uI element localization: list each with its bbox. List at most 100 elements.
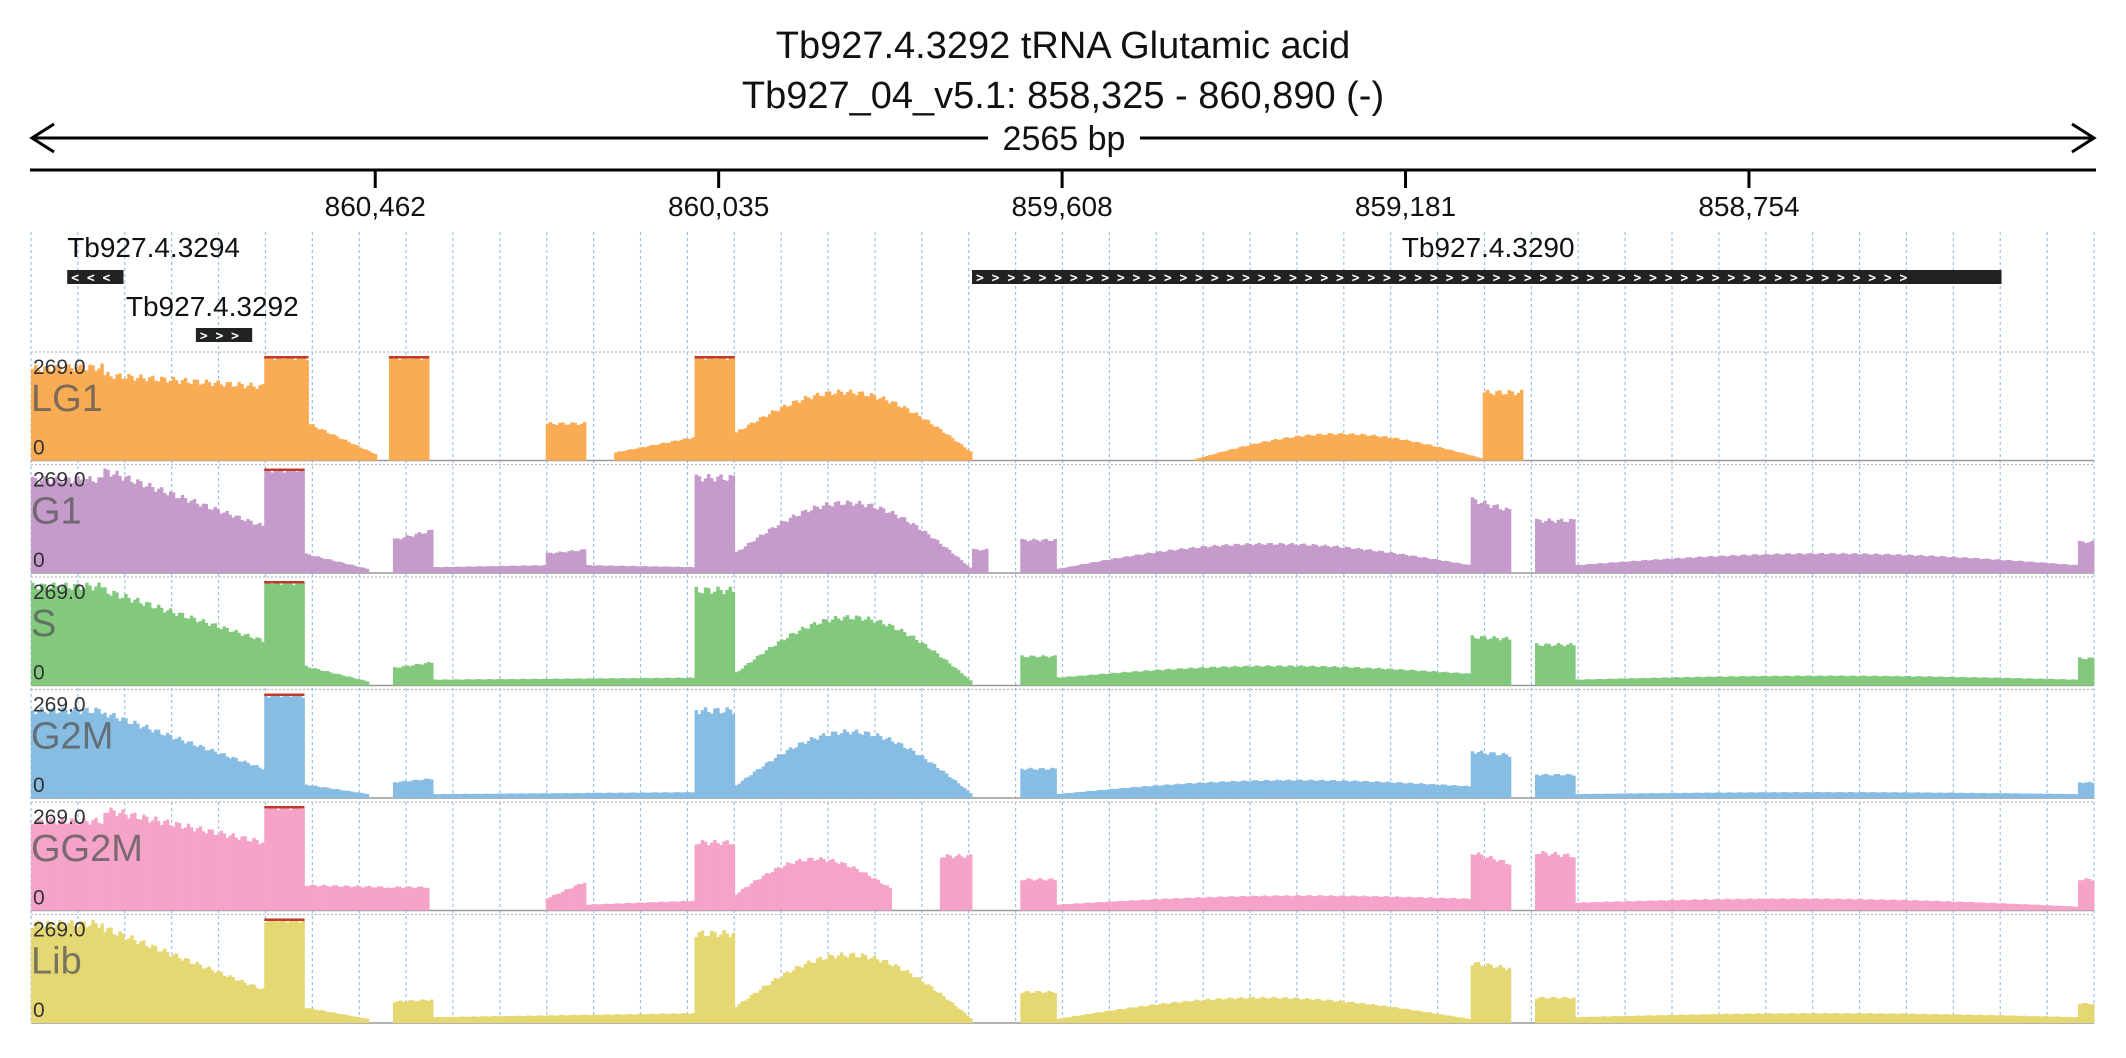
coverage-bar: [195, 503, 200, 573]
coverage-bar: [484, 793, 488, 798]
coverage-bar: [231, 631, 235, 686]
coverage-bar: [1458, 898, 1463, 911]
coverage-bar: [1437, 785, 1442, 798]
coverage-bar: [1257, 665, 1261, 686]
coverage-bar: [1937, 676, 1941, 686]
coverage-bar: [682, 1013, 686, 1023]
gene-model: [67, 270, 124, 284]
coverage-bar: [1293, 666, 1297, 686]
coverage-bar: [439, 679, 443, 686]
coverage-bar: [628, 678, 632, 686]
coverage-bar: [1359, 896, 1364, 911]
coverage-bar: [463, 793, 467, 798]
coverage-bar: [929, 650, 934, 686]
coverage-bar: [1826, 675, 1830, 686]
coverage-bar: [1092, 674, 1096, 686]
coverage-bar: [1544, 520, 1548, 573]
coverage-bar: [88, 712, 92, 798]
coverage-bar: [1997, 1015, 2001, 1023]
coverage-bar: [1670, 1014, 1675, 1023]
coverage-bar: [667, 442, 672, 461]
coverage-bar: [1647, 793, 1651, 798]
coverage-bar: [109, 927, 113, 1023]
coverage-bar: [2081, 1003, 2085, 1023]
coverage-bar: [350, 1016, 354, 1023]
coverage-bar: [706, 711, 711, 798]
coverage-bar: [532, 678, 536, 686]
coverage-bar: [1425, 1011, 1430, 1023]
coverage-bar: [1248, 997, 1252, 1023]
coverage-bar: [833, 731, 838, 798]
coverage-bar: [1790, 1012, 1795, 1023]
coverage-bar: [2081, 880, 2085, 911]
coverage-bar: [91, 481, 95, 573]
coverage-bar: [1994, 793, 1998, 798]
coverage-bar: [469, 1016, 473, 1023]
coverage-bar: [1476, 504, 1481, 573]
coverage-bar: [1413, 670, 1418, 686]
coverage-bar: [1287, 779, 1291, 798]
coverage-bar: [1946, 557, 1950, 573]
coverage-bar: [1479, 965, 1484, 1023]
coverage-bar: [1832, 1013, 1836, 1023]
coverage-bar: [1559, 997, 1564, 1023]
coverage-bar: [1877, 554, 1881, 573]
coverage-bar: [1919, 1014, 1923, 1023]
coverage-bar: [1062, 793, 1066, 798]
coverage-bar: [313, 785, 318, 798]
coverage-bar: [340, 886, 345, 911]
coverage-bar: [94, 370, 98, 461]
coverage-bar: [1602, 793, 1606, 798]
coverage-bar: [1495, 967, 1499, 1023]
coverage-bar: [1608, 562, 1612, 573]
coverage-bar: [100, 823, 104, 911]
coverage-bar: [827, 736, 832, 798]
coverage-bar: [1565, 853, 1570, 911]
coverage-bar: [1077, 1015, 1081, 1023]
coverage-bar: [292, 806, 296, 911]
coverage-bar: [1718, 792, 1723, 798]
coverage-bar: [445, 1017, 449, 1023]
coverage-bar: [439, 1016, 443, 1023]
coverage-bar: [347, 790, 351, 798]
coverage-bar: [252, 837, 256, 911]
coverage-bar: [661, 442, 666, 461]
coverage-bar: [505, 679, 509, 686]
coverage-bar: [1919, 792, 1923, 798]
coverage-bar: [115, 935, 119, 1023]
coverage-bar: [341, 790, 345, 798]
coverage-bar: [807, 857, 811, 911]
coverage-bar: [237, 632, 241, 686]
coverage-bar: [1952, 556, 1956, 573]
coverage-bar: [1455, 1017, 1460, 1023]
coverage-bar: [1354, 434, 1358, 461]
coverage-bar: [1685, 557, 1690, 573]
coverage-bar: [1434, 446, 1439, 461]
coverage-bar: [1724, 556, 1729, 573]
coverage-bar: [392, 1002, 397, 1023]
coverage-bar: [1446, 898, 1451, 911]
strand-chevrons: > > >: [200, 329, 239, 344]
coverage-bar: [64, 823, 68, 911]
coverage-bar: [607, 792, 611, 798]
coverage-bar: [1847, 1013, 1851, 1023]
coverage-bar: [926, 648, 931, 686]
coverage-bar: [861, 872, 865, 911]
coverage-bar: [346, 885, 351, 911]
coverage-bar: [362, 680, 367, 686]
coverage-bar: [953, 1005, 958, 1023]
coverage-bar: [1326, 546, 1331, 573]
coverage-bar: [848, 619, 853, 686]
coverage-bar: [1823, 898, 1827, 911]
coverage-bar: [1410, 555, 1415, 573]
coverage-bar: [2062, 1016, 2067, 1023]
coverage-bar: [737, 670, 742, 686]
coverage-bar: [839, 505, 844, 573]
coverage-bar: [878, 962, 883, 1023]
coverage-bar: [1895, 900, 1899, 911]
coverage-bar: [1769, 898, 1774, 911]
coverage-bar: [1697, 676, 1702, 686]
coverage-bar: [124, 476, 128, 573]
coverage-bar: [779, 977, 784, 1023]
coverage-bar: [1946, 677, 1950, 686]
